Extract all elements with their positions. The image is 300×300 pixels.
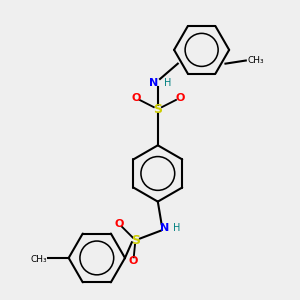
- Text: S: S: [131, 234, 140, 247]
- Text: O: O: [114, 218, 123, 229]
- Text: H: H: [164, 78, 171, 88]
- Text: CH₃: CH₃: [248, 56, 264, 65]
- Text: H: H: [173, 223, 180, 233]
- Text: O: O: [175, 93, 184, 103]
- Text: N: N: [160, 223, 169, 233]
- Text: CH₃: CH₃: [30, 255, 47, 264]
- Text: O: O: [131, 93, 141, 103]
- Text: N: N: [148, 78, 158, 88]
- Text: S: S: [153, 103, 162, 116]
- Text: O: O: [128, 256, 137, 266]
